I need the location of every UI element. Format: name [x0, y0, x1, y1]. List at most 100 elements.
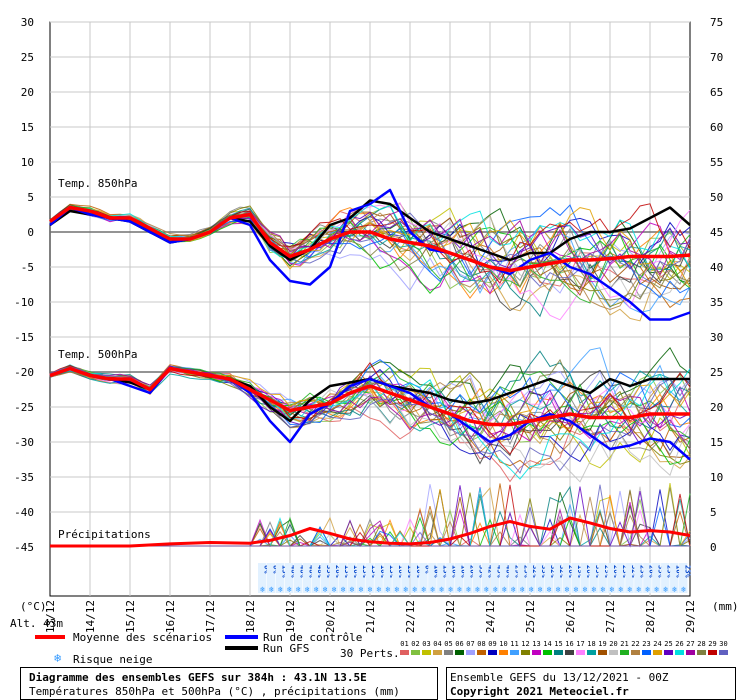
snow-risk-cell	[562, 563, 571, 593]
snow-risk-flake: ❄	[618, 585, 623, 594]
snow-risk-flake: ❄	[314, 585, 319, 594]
snow-risk-flake: ❄	[475, 585, 480, 594]
snow-risk-flake: ❄	[403, 585, 408, 594]
left-tick-label: 5	[27, 191, 34, 204]
snow-risk-flake: ❄	[484, 585, 489, 594]
pert-legend-item: 04	[432, 640, 443, 658]
snow-risk-cell	[302, 563, 312, 593]
snow-risk-pct: 13%	[370, 565, 378, 578]
date-tick-label: 13/12	[44, 600, 57, 633]
right-tick-label: 5	[710, 506, 717, 519]
right-tick-label: 60	[710, 121, 723, 134]
snow-risk-flake: ❄	[421, 585, 426, 594]
snow-risk-pct: 23%	[639, 565, 647, 578]
pert-color-swatch	[719, 650, 728, 655]
snow-risk-pct: 13%	[388, 565, 396, 578]
snow-risk-pct: 32%	[558, 565, 566, 578]
snow-risk-cell	[401, 563, 410, 593]
left-tick-label: -5	[21, 261, 34, 274]
date-tick-label: 23/12	[444, 600, 457, 633]
date-tick-label: 27/12	[604, 600, 617, 633]
pert-number: 30	[719, 640, 728, 648]
pert-number: 11	[510, 640, 519, 648]
snow-risk-pct: 32%	[531, 565, 539, 578]
left-tick-label: 0	[27, 226, 34, 239]
date-tick-label: 28/12	[644, 600, 657, 633]
snow-risk-cell	[311, 563, 321, 593]
pert-color-swatch	[543, 650, 552, 655]
date-tick-label: 21/12	[364, 600, 377, 633]
right-tick-label: 20	[710, 401, 723, 414]
snow-risk-cell	[499, 563, 509, 593]
pert-color-swatch	[400, 650, 409, 655]
snow-risk-cell	[329, 563, 339, 593]
snow-risk-flake: ❄	[574, 585, 579, 594]
pert-color-swatch	[587, 650, 596, 655]
pert-legend-item: 26	[674, 640, 685, 658]
snow-risk-pct: 13%	[406, 565, 414, 578]
snow-risk-cell	[437, 563, 446, 593]
t500-mean-line	[49, 366, 690, 427]
snow-risk-flake: ❄	[448, 585, 453, 594]
pert-number: 23	[642, 640, 651, 648]
snow-risk-flake: ❄	[681, 585, 686, 594]
pert-legend-item: 05	[443, 640, 454, 658]
snow-risk-pct: 26%	[567, 565, 575, 578]
pert-legend-item: 08	[476, 640, 487, 658]
snow-risk-flake: ❄	[260, 585, 265, 594]
snow-risk-pct: 48%	[316, 565, 324, 578]
snow-risk-cell	[320, 563, 330, 593]
pert-legend-item: 13	[531, 640, 542, 658]
pert-legend-item: 21	[619, 640, 630, 658]
snow-risk-cell	[616, 563, 625, 593]
snow-risk-flake: ❄	[645, 585, 650, 594]
snow-risk-cell	[365, 563, 374, 593]
right-tick-label: 30	[710, 331, 723, 344]
snow-risk-pct: 48%	[289, 565, 297, 578]
perturbation-legend: 01 02 03 04 05 06 07 08 09 10 11 12 13 14 15 16 17 18 19 20…	[399, 640, 733, 658]
snow-risk-cell	[544, 563, 554, 593]
snow-risk-cell	[679, 563, 688, 593]
pert-color-swatch	[697, 650, 706, 655]
date-tick-label: 18/12	[244, 600, 257, 633]
t850-member-line	[49, 204, 691, 311]
precip-mean-line	[50, 516, 691, 548]
legend-perts-label: 30 Perts.	[340, 647, 400, 660]
snow-risk-cell	[293, 563, 303, 593]
date-tick-label: 19/12	[284, 600, 297, 633]
snow-risk-cell	[481, 563, 491, 593]
snow-risk-flake: ❄	[332, 585, 337, 594]
snow-risk-pct: 16%	[451, 565, 459, 578]
copyright: Copyright 2021 Meteociel.fr	[450, 685, 629, 698]
date-tick-label: 24/12	[484, 600, 497, 633]
snow-risk-cell	[652, 563, 661, 593]
snow-risk-pct: 16%	[397, 565, 405, 578]
date-tick-label: 25/12	[524, 600, 537, 633]
snow-risk-cell	[275, 563, 285, 593]
snow-risk-flake: ❄	[269, 585, 274, 594]
snow-risk-pct: 23%	[621, 565, 629, 578]
legend-mean-swatch	[35, 635, 65, 639]
pert-legend-item: 07	[465, 640, 476, 658]
snow-risk-pct: 35%	[540, 565, 548, 578]
pert-number: 22	[631, 640, 640, 648]
right-tick-label: 15	[710, 436, 723, 449]
snow-risk-cell	[473, 563, 482, 593]
date-tick-label: 16/12	[164, 600, 177, 633]
pert-legend-item: 06	[454, 640, 465, 658]
date-tick-label: 15/12	[124, 600, 137, 633]
snow-risk-cell	[517, 563, 527, 593]
snow-risk-flake: ❄	[377, 585, 382, 594]
snow-risk-pct: 32%	[549, 565, 557, 578]
pert-legend-item: 11	[509, 640, 520, 658]
snow-risk-flake: ❄	[296, 585, 301, 594]
pert-legend-item: 16	[564, 640, 575, 658]
snow-risk-cell	[347, 563, 356, 593]
date-tick-label: 20/12	[324, 600, 337, 633]
pert-number: 27	[686, 640, 695, 648]
snow-risk-flake: ❄	[394, 585, 399, 594]
date-tick-label: 22/12	[404, 600, 417, 633]
pert-legend-item: 17	[575, 640, 586, 658]
pert-legend-item: 19	[597, 640, 608, 658]
